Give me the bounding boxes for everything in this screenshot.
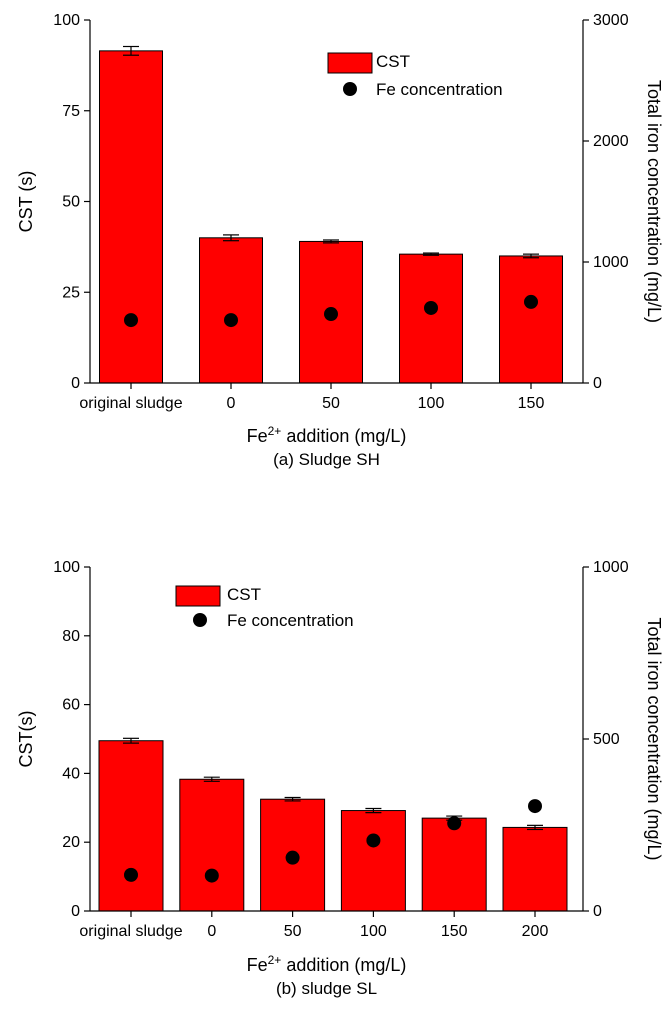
x-axis-title-rest: addition (mg/L)	[281, 955, 406, 975]
x-axis-title-main: Fe	[247, 955, 268, 975]
x-tick-label-1: 0	[227, 395, 236, 412]
y-tick-label-1: 25	[62, 284, 80, 301]
legend-cst-label: CST	[227, 585, 261, 604]
x-tick-label-4: 150	[518, 395, 545, 412]
x-tick-label-0: original sludge	[79, 395, 182, 412]
bar-5	[502, 826, 568, 912]
x-axis-title-sup: 2+	[268, 953, 282, 967]
y2-tick-label-1: 1000	[593, 254, 629, 271]
y2-tick-label-0: 0	[593, 903, 602, 920]
y2-tick-label-0: 0	[593, 375, 602, 392]
y2-axis-title: Total iron concentration (mg/L)	[644, 80, 664, 323]
fe-point-1	[224, 313, 238, 328]
y-tick-label-0: 0	[71, 903, 80, 920]
x-tick-label-3: 100	[418, 395, 445, 412]
legend-fe-marker	[193, 613, 207, 627]
x-tick-label-0: original sludge	[79, 923, 182, 940]
fe-point-4	[447, 816, 462, 831]
bar-1	[199, 237, 263, 384]
y-tick-label-4: 100	[53, 12, 80, 29]
y2-tick-label-3: 3000	[593, 12, 629, 29]
fe-point-0	[124, 867, 138, 882]
y-axis-title: CST(s)	[16, 711, 36, 768]
y-tick-label-4: 80	[62, 628, 80, 645]
bar-3	[340, 810, 406, 912]
fe-point-2	[324, 307, 338, 322]
x-axis-title-sup: 2+	[268, 424, 282, 438]
y-tick-label-1: 20	[62, 834, 80, 851]
y-tick-label-3: 60	[62, 697, 80, 714]
legend-cst-swatch	[175, 585, 221, 607]
fe-point-0	[124, 313, 138, 328]
y-tick-label-2: 50	[62, 194, 80, 211]
y-tick-label-0: 0	[71, 375, 80, 392]
fe-point-1	[204, 868, 219, 883]
x-axis-title: Fe2+ addition (mg/L)	[247, 424, 407, 446]
bar-3	[399, 253, 463, 384]
y2-tick-label-2: 1000	[593, 559, 629, 576]
fe-point-4	[524, 294, 538, 309]
x-tick-label-4: 150	[441, 923, 468, 940]
legend-cst-swatch	[327, 52, 373, 74]
chart-caption: (b) sludge SL	[276, 979, 377, 998]
y-tick-label-2: 40	[62, 765, 80, 782]
fe-point-2	[285, 850, 300, 865]
legend-fe-label: Fe concentration	[376, 80, 503, 99]
y2-axis-title: Total iron concentration (mg/L)	[644, 617, 664, 860]
x-tick-label-1: 0	[207, 923, 216, 940]
bar-4	[421, 817, 487, 912]
x-tick-label-3: 100	[360, 923, 387, 940]
x-axis-title: Fe2+ addition (mg/L)	[247, 953, 407, 975]
y-tick-label-3: 75	[62, 103, 80, 120]
bar-1	[179, 778, 245, 912]
y-axis-title: CST (s)	[16, 171, 36, 233]
y-tick-label-5: 100	[53, 559, 80, 576]
fe-point-3	[366, 833, 381, 848]
x-tick-label-2: 50	[322, 395, 340, 412]
chart-caption: (a) Sludge SH	[273, 450, 380, 469]
bar-0	[98, 740, 164, 912]
y2-tick-label-1: 500	[593, 731, 620, 748]
y2-tick-label-2: 2000	[593, 133, 629, 150]
legend-cst-label: CST	[376, 52, 410, 71]
x-tick-label-2: 50	[284, 923, 302, 940]
fe-point-3	[424, 300, 438, 315]
x-axis-title-rest: addition (mg/L)	[281, 426, 406, 446]
x-axis-title-main: Fe	[247, 426, 268, 446]
bar-4	[499, 255, 563, 384]
fe-point-5	[528, 799, 542, 814]
legend-fe-marker	[343, 82, 357, 96]
x-tick-label-5: 200	[522, 923, 549, 940]
legend-fe-label: Fe concentration	[227, 611, 354, 630]
bar-0	[99, 50, 163, 384]
